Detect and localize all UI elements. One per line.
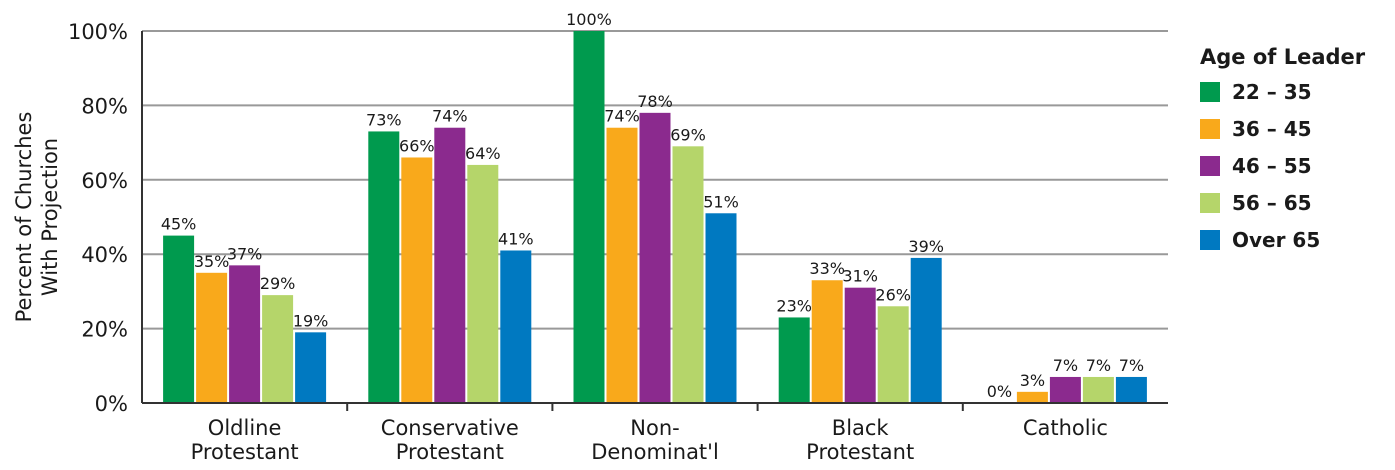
data-label: 33% [809, 259, 845, 278]
data-label: 29% [260, 274, 296, 293]
data-label: 7% [1053, 356, 1078, 375]
data-label: 64% [465, 144, 501, 163]
data-label: 51% [703, 192, 739, 211]
category-label: Oldline Protestant [191, 416, 299, 464]
legend-swatch [1200, 119, 1220, 139]
data-label: 74% [604, 107, 640, 126]
bar [1049, 376, 1081, 403]
legend-item: 22 – 35 [1200, 78, 1390, 106]
y-tick-label: 60% [81, 169, 128, 193]
bar [606, 127, 638, 403]
bar [467, 164, 499, 403]
legend-item: 46 – 55 [1200, 152, 1390, 180]
bar [1115, 376, 1147, 403]
bar [811, 280, 843, 403]
data-label: 19% [293, 311, 329, 330]
legend-swatch [1200, 82, 1220, 102]
data-label: 23% [776, 296, 812, 315]
category-label: Black Protestant [806, 416, 914, 464]
category-label: Catholic [1023, 416, 1108, 440]
y-axis-title: Percent of ChurchesWith Projection [12, 112, 62, 323]
legend-swatch [1200, 193, 1220, 213]
data-label: 41% [498, 229, 534, 248]
bar [778, 317, 810, 403]
data-label: 69% [670, 125, 706, 144]
legend-item: 56 – 65 [1200, 189, 1390, 217]
bar [705, 213, 737, 403]
legend-label: 36 – 45 [1232, 117, 1312, 141]
bar [573, 31, 605, 403]
legend: Age of Leader 22 – 35 36 – 45 46 – 55 56 – … [1200, 40, 1390, 263]
data-label: 100% [566, 10, 612, 29]
axes [141, 31, 1168, 411]
data-label: 78% [637, 92, 673, 111]
data-label: 26% [875, 285, 911, 304]
bar [1016, 391, 1048, 403]
y-tick-label: 20% [81, 318, 128, 342]
data-label: 0% [987, 382, 1012, 401]
data-label: 7% [1119, 356, 1144, 375]
y-tick-label: 100% [68, 20, 128, 44]
labels: 0% 20% 40% 60% 80% 100% Percent of ChurchesWit… [12, 10, 1144, 464]
data-label: 35% [194, 252, 230, 271]
bar [910, 257, 942, 403]
y-tick-label: 0% [95, 392, 128, 416]
bar [877, 306, 909, 403]
legend-label: 56 – 65 [1232, 191, 1312, 215]
legend-label: 46 – 55 [1232, 154, 1312, 178]
data-label: 45% [161, 215, 197, 234]
legend-swatch [1200, 230, 1220, 250]
bar [434, 127, 466, 403]
category-label: Conservative Protestant [381, 416, 519, 464]
legend-item: Over 65 [1200, 226, 1390, 254]
legend-label: 22 – 35 [1232, 80, 1312, 104]
bar [401, 157, 433, 403]
y-tick-label: 40% [81, 243, 128, 267]
bar [639, 112, 671, 403]
bar [262, 295, 294, 403]
bar [500, 250, 532, 403]
y-tick-label: 80% [81, 94, 128, 118]
bar [229, 265, 261, 403]
data-label: 74% [432, 107, 468, 126]
data-label: 66% [399, 136, 435, 155]
legend-label: Over 65 [1232, 228, 1321, 252]
data-label: 39% [908, 237, 944, 256]
legend-item: 36 – 45 [1200, 115, 1390, 143]
data-label: 31% [842, 267, 878, 286]
bar [1082, 376, 1114, 403]
data-label: 73% [366, 110, 402, 129]
bars [163, 31, 1147, 403]
data-label: 3% [1020, 371, 1045, 390]
bar [196, 272, 228, 403]
legend-title: Age of Leader [1200, 45, 1366, 69]
bar [163, 235, 195, 403]
legend-swatch [1200, 156, 1220, 176]
data-label: 7% [1086, 356, 1111, 375]
bar [844, 287, 876, 403]
data-label: 37% [227, 244, 263, 263]
bar [672, 146, 704, 403]
category-label: Non-Denominat'l [591, 416, 719, 464]
bar [295, 332, 327, 403]
bar [368, 131, 400, 403]
